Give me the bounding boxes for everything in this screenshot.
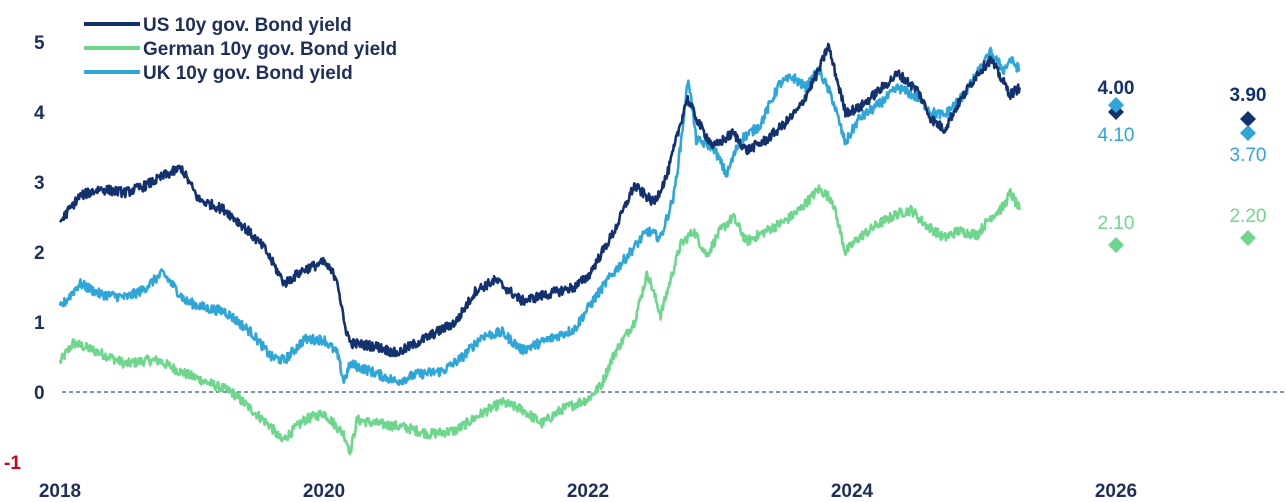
x-axis-ticks: 2018 2020 2022 2024 2026 [39,481,1137,502]
forecast-label-us: 4.00 [1098,78,1135,99]
forecast-label-us: 3.90 [1230,85,1267,106]
legend-label-uk: UK 10y gov. Bond yield [143,63,353,84]
x-tick-label: 2024 [831,481,874,502]
forecast-label-uk: 4.10 [1098,125,1135,146]
forecast-label-de: 2.10 [1098,213,1135,234]
series-line-uk [58,46,1021,387]
forecast-layer: 4.00 4.10 2.10 3.90 3.70 2.20 [1098,78,1267,253]
x-tick-label: 2026 [1095,481,1137,502]
x-tick-label: 2022 [567,481,609,502]
legend-label-us: US 10y gov. Bond yield [143,15,352,36]
series-line-de [58,184,1021,456]
x-tick-label: 2018 [39,481,81,502]
forecast-marker-de [1240,230,1256,246]
y-axis-ticks: 5 4 3 2 1 0 -1 [4,33,45,474]
forecast-label-de: 2.20 [1230,206,1267,227]
forecast-marker-uk [1240,125,1256,141]
series-layer [58,42,1021,456]
y-tick-label: 5 [34,33,45,54]
series-line-us [58,42,1021,358]
legend-label-de: German 10y gov. Bond yield [143,39,397,60]
y-tick-label: 1 [34,313,45,334]
x-tick-label: 2020 [303,481,345,502]
forecast-marker-de [1108,237,1124,253]
forecast-label-uk: 3.70 [1230,145,1267,166]
forecast-marker-uk [1108,97,1124,113]
y-tick-label: 2 [34,243,45,264]
y-tick-label: 4 [34,103,45,124]
forecast-marker-us [1240,111,1256,127]
y-tick-label: 3 [34,173,45,194]
y-tick-label: 0 [34,383,45,404]
y-tick-label: -1 [4,453,21,474]
legend: US 10y gov. Bond yield German 10y gov. Bo… [84,15,397,84]
